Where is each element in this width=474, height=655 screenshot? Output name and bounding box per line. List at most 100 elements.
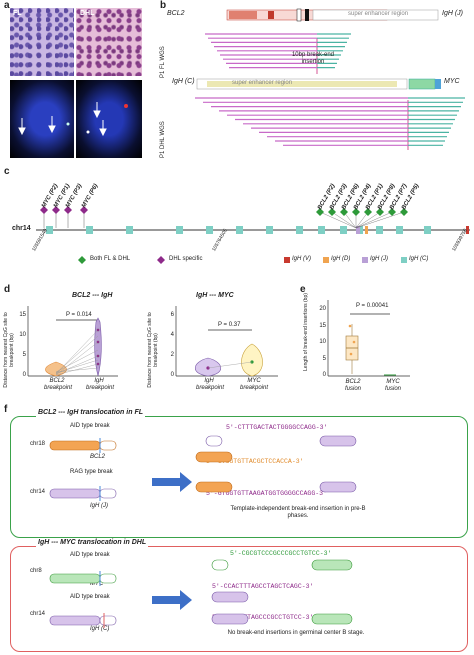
b-gene-myc: MYC — [444, 78, 460, 85]
legend-both: Both FL & DHL — [90, 256, 131, 262]
f-seq6: 5'-CCACTTTAGCCCGCCTGTCC-3' — [212, 614, 314, 621]
legend-dhl: DHL specific — [169, 256, 203, 262]
bcl2-breakpoint-marker — [340, 208, 348, 216]
d-left-ytick: 0 — [22, 372, 26, 378]
igh-d-segment — [365, 226, 368, 234]
d-right-cat1: IgH breakpoint — [196, 378, 225, 391]
d-right-ytick: 6 — [170, 312, 174, 318]
b-super-enhancer-bottom: super enhancer region — [232, 80, 293, 86]
histology-dhl-image — [76, 8, 142, 76]
myc-breakpoint-marker — [52, 206, 60, 214]
e-ytick: 20 — [319, 306, 326, 312]
d-left-cat2: IgH breakpoint — [86, 378, 115, 391]
d-right-ylabel: Distance from nearest CpG site to breakp… — [147, 312, 159, 388]
legend-ighj: IgH (J) — [370, 256, 388, 262]
bcl2-breakpoint-marker — [388, 208, 396, 216]
paired-line — [55, 349, 99, 373]
paired-line — [55, 367, 99, 373]
e-cat1: BCL2 fusion — [344, 379, 361, 392]
myc-breakpoint-marker — [80, 206, 88, 214]
box-chart — [327, 300, 410, 377]
legend-ighc: IgH (C) — [409, 256, 429, 262]
igh-c-segment — [424, 226, 431, 234]
d-left-ytick: 10 — [19, 332, 26, 338]
bcl2-tick — [355, 211, 381, 229]
e-ylabel: Length of break-end insertions (bp) — [303, 293, 309, 371]
igh-c-segment — [46, 226, 53, 234]
igh-j-segment — [356, 226, 360, 234]
b-insertion-label: 10bp break-end insertion — [291, 52, 335, 65]
igh-v-segment — [466, 226, 469, 234]
fish-dhl-image — [76, 80, 142, 158]
e-cat2: MYC fusion — [384, 379, 401, 392]
bcl2-tick — [355, 211, 393, 229]
bcl2-breakpoint-marker — [376, 208, 384, 216]
f-seq3: 5'-GTGGTGTTAAGATGGTGGGGCCAGG-3' — [206, 490, 327, 497]
b-row2-label: P1 DHL WGS — [160, 121, 166, 158]
panel-a-label: a — [4, 0, 10, 11]
d-right-pvalue: P = 0.37 — [218, 322, 241, 328]
d-right-title: IgH --- MYC — [196, 292, 234, 299]
d-left-pvalue: P = 0.014 — [66, 312, 92, 318]
dhl-point — [96, 328, 100, 332]
dhl-point — [96, 340, 100, 344]
bcl2-tick — [331, 211, 357, 229]
legend-ighd: IgH (D) — [331, 256, 351, 262]
f-chr8: chr8 — [30, 568, 42, 574]
igh-c-segment — [236, 226, 243, 234]
igh-c-segment — [296, 226, 303, 234]
f-chr14-1: chr14 — [30, 489, 46, 495]
dhl-point — [96, 362, 100, 366]
d-right-ytick: 4 — [170, 332, 174, 338]
myc-breakpoint-marker — [64, 206, 72, 214]
igh-c-segment — [396, 226, 403, 234]
f-aid1: AID type break — [70, 423, 110, 429]
f-schematic — [49, 435, 357, 628]
f-box-dhl — [10, 546, 468, 652]
f-chr18: chr18 — [30, 441, 46, 447]
f-seq2: 5'-GTGGTGTTACGCTCCACCA-3' — [206, 458, 304, 465]
igh-c-segment — [206, 226, 213, 234]
b-igh-c: IgH (C) — [172, 78, 195, 85]
dhl-label: DHL — [80, 10, 95, 17]
igh-c-segment — [176, 226, 183, 234]
f-note2: No break-end insertions in germinal cent… — [227, 630, 365, 636]
panel-d-label: d — [4, 284, 11, 295]
bcl2-breakpoint-marker — [400, 208, 408, 216]
f-ighc: IgH (C) — [90, 626, 110, 632]
f-seq4: 5'-CGCGTCCCGCCCGCCTGTCC-3' — [230, 550, 332, 557]
paired-line — [55, 335, 99, 374]
panel-b-label: b — [160, 0, 167, 11]
d-left-ytick: 5 — [22, 352, 26, 358]
f-seq1: 5'-CTTTGACTACTGGGGCCAGG-3' — [226, 424, 328, 431]
igh-c-segment — [318, 226, 325, 234]
chr14-map — [36, 206, 470, 264]
fish-fl-image — [10, 80, 74, 158]
f-aid2: AID type break — [70, 552, 110, 558]
e-ytick: 10 — [319, 339, 326, 345]
myc-breakpoint-marker — [40, 206, 48, 214]
f-chr14-2: chr14 — [30, 611, 46, 617]
b-gene-bcl2: BCL2 — [167, 10, 185, 17]
dhl-point — [96, 354, 100, 358]
d-right-cat2: MYC breakpoint — [240, 378, 269, 391]
f-box1-title: BCL2 --- IgH translocation in FL — [36, 409, 145, 418]
fish-arrows — [18, 102, 128, 137]
igh-c-segment — [376, 226, 383, 234]
alignment-panel — [195, 8, 465, 150]
d-right-ytick: 2 — [170, 352, 174, 358]
paired-line — [55, 363, 99, 376]
bcl2-breakpoint-marker — [316, 208, 324, 216]
f-bcl2: BCL2 — [90, 454, 106, 460]
e-ytick: 0 — [322, 372, 326, 378]
panel-f-label: f — [4, 404, 8, 415]
paired-line — [55, 359, 99, 374]
f-box2-title: IgH --- MYC translocation in DHL — [36, 539, 149, 548]
bcl2-tick — [355, 211, 369, 229]
f-note1: Template-independent break-end insertion… — [230, 506, 366, 519]
bcl2-breakpoint-marker — [364, 208, 372, 216]
panel-c-label: c — [4, 166, 10, 177]
bcl2-breakpoint-marker — [352, 208, 360, 216]
d-left-title: BCL2 --- IgH — [72, 292, 113, 299]
f-myc: MYC — [90, 581, 104, 587]
